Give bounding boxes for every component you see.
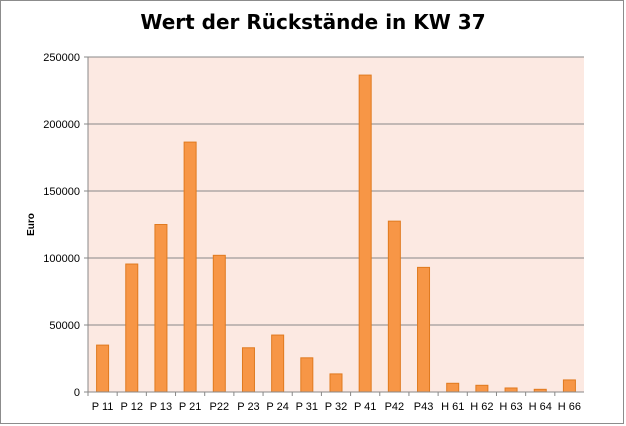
bar-h62	[475, 384, 489, 393]
x-axis-ticks: P 11 P 12 P 13 P 21 P22 P 23 P 24 P 31 P 32 P 41 P…	[87, 392, 581, 413]
bar-p12	[125, 263, 139, 393]
x-tick-label: P 41	[354, 401, 376, 413]
gridlines	[88, 56, 584, 326]
y-tick-label: 50000	[49, 320, 80, 332]
x-tick-label: H 62	[470, 401, 493, 413]
bar-p21	[183, 141, 197, 393]
x-tick-label: P43	[414, 401, 434, 413]
y-axis-label: Euro	[26, 213, 37, 236]
chart-title: Wert der Rückstände in KW 37	[140, 10, 486, 34]
bar-p13	[154, 224, 168, 393]
plot-area	[88, 57, 584, 392]
bars	[96, 74, 576, 393]
x-tick-label: P 12	[121, 401, 143, 413]
bar-p24	[271, 334, 285, 393]
x-tick-label: P 32	[325, 401, 347, 413]
bar-p11	[96, 344, 110, 393]
bar-p41	[358, 74, 372, 393]
bar-h63	[504, 387, 518, 393]
bar-p43	[417, 266, 431, 393]
y-tick-label: 0	[74, 387, 80, 399]
y-tick-label: 100000	[43, 253, 80, 265]
x-tick-label: P 21	[179, 401, 201, 413]
x-tick-label: H 64	[529, 401, 552, 413]
y-axis-ticks: 0 50000 100000 150000 200000 250000	[43, 52, 89, 399]
x-tick-label: P 13	[150, 401, 172, 413]
bar-h61	[446, 382, 460, 393]
y-tick-label: 200000	[43, 119, 80, 131]
bar-p23	[241, 347, 255, 393]
x-tick-label: P 11	[92, 401, 114, 413]
x-tick-label: P22	[210, 401, 230, 413]
x-tick-label: H 63	[499, 401, 522, 413]
y-tick-label: 150000	[43, 186, 80, 198]
x-tick-label: H 66	[558, 401, 581, 413]
bar-p31	[300, 357, 314, 393]
y-tick-label: 250000	[43, 52, 80, 64]
x-tick-label: P 23	[237, 401, 259, 413]
x-tick-label: P 31	[296, 401, 318, 413]
x-tick-label: P42	[385, 401, 405, 413]
x-tick-label: P 24	[266, 401, 288, 413]
bar-h66	[562, 379, 576, 393]
bar-p22	[212, 254, 226, 393]
bar-p42	[387, 220, 401, 393]
x-tick-label: H 61	[441, 401, 464, 413]
bar-p32	[329, 373, 343, 393]
